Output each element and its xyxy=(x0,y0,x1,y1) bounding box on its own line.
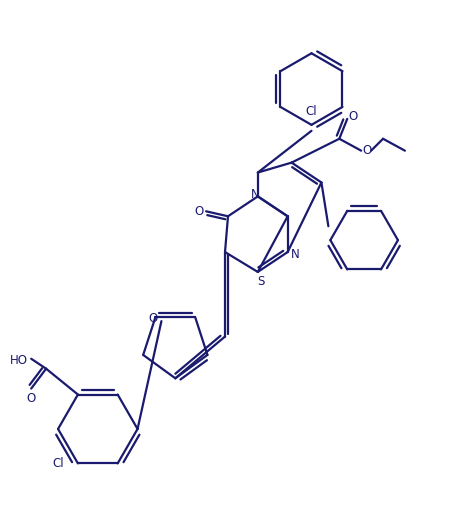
Text: N: N xyxy=(251,188,259,201)
Text: O: O xyxy=(149,312,158,325)
Text: HO: HO xyxy=(10,354,28,367)
Text: O: O xyxy=(362,144,372,157)
Text: Cl: Cl xyxy=(306,106,317,118)
Text: O: O xyxy=(27,392,36,405)
Text: N: N xyxy=(291,247,300,260)
Text: Cl: Cl xyxy=(52,457,64,470)
Text: S: S xyxy=(257,276,265,288)
Text: O: O xyxy=(349,110,358,123)
Text: O: O xyxy=(195,205,204,218)
